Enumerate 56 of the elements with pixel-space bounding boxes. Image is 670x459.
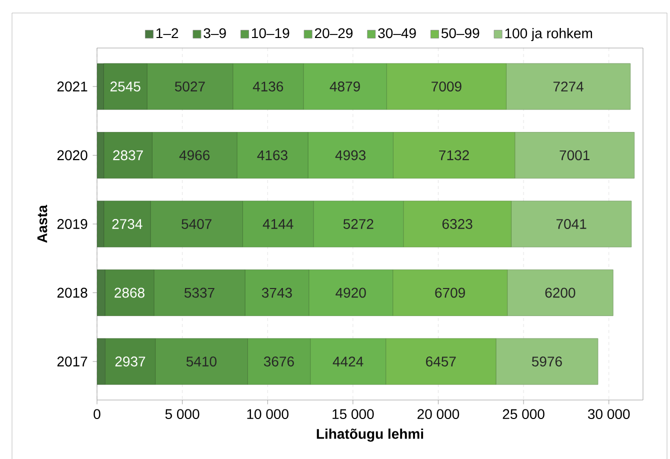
data-label: 2545 <box>110 82 140 92</box>
x-tick-label: 30 000 <box>588 409 630 420</box>
x-tick-label: 0 <box>94 409 100 420</box>
data-label: 4993 <box>335 150 366 160</box>
data-label: 5337 <box>184 288 214 298</box>
data-label: 7274 <box>553 82 584 92</box>
data-label: 6200 <box>545 288 576 298</box>
x-axis-title: Lihatõugu lehmi <box>316 428 424 442</box>
data-label: 4163 <box>257 150 288 160</box>
data-label: 4144 <box>262 219 294 229</box>
data-label: 2837 <box>113 150 143 160</box>
data-label: 5407 <box>182 219 212 229</box>
x-tick-label: 10 000 <box>247 409 288 420</box>
bar <box>514 132 635 178</box>
y-tick-label: 2019 <box>57 219 88 229</box>
data-label: 2868 <box>114 288 144 298</box>
x-tick-label: 25 000 <box>502 409 544 420</box>
data-label: 5976 <box>532 356 562 366</box>
data-label: 7041 <box>556 219 586 229</box>
data-label: 5027 <box>174 82 205 92</box>
data-label: 3676 <box>264 356 294 366</box>
y-axis-title: Aasta <box>37 204 48 243</box>
legend-label: 50–99 <box>441 28 480 38</box>
data-label: 4966 <box>179 150 210 160</box>
data-label: 4879 <box>330 82 360 92</box>
bar <box>496 338 598 385</box>
x-tick-label: 15 000 <box>332 409 374 420</box>
data-label: 7132 <box>439 150 469 160</box>
data-label: 3743 <box>262 288 292 298</box>
legend-label: 100 ja rohkem <box>505 28 592 42</box>
data-label: 6709 <box>435 288 465 298</box>
data-label: 4920 <box>336 288 366 298</box>
data-label: 6323 <box>442 219 472 229</box>
y-tick-label: 2020 <box>57 150 88 160</box>
x-tick-label: 5 000 <box>165 409 200 420</box>
data-label: 7009 <box>432 82 462 92</box>
y-tick-label: 2021 <box>57 82 88 92</box>
data-label: 7001 <box>560 150 590 160</box>
data-label: 5272 <box>343 219 374 229</box>
data-label: 4136 <box>252 82 284 92</box>
bar <box>506 63 631 110</box>
data-label: 4424 <box>332 356 364 366</box>
legend-label: 1–2 <box>156 28 178 38</box>
y-tick-label: 2017 <box>57 356 88 366</box>
data-label: 2734 <box>112 219 142 229</box>
data-label: 5410 <box>186 356 216 366</box>
legend-label: 30–49 <box>378 28 416 38</box>
data-label: 6457 <box>426 356 456 366</box>
x-tick-label: 20 000 <box>418 409 460 420</box>
legend-label: 3–9 <box>204 28 226 38</box>
legend-label: 10–19 <box>252 28 290 38</box>
bar <box>511 200 632 248</box>
data-label: 2937 <box>115 356 146 366</box>
bar <box>507 270 614 316</box>
y-tick-label: 2018 <box>57 288 88 298</box>
legend-label: 20–29 <box>314 28 353 38</box>
